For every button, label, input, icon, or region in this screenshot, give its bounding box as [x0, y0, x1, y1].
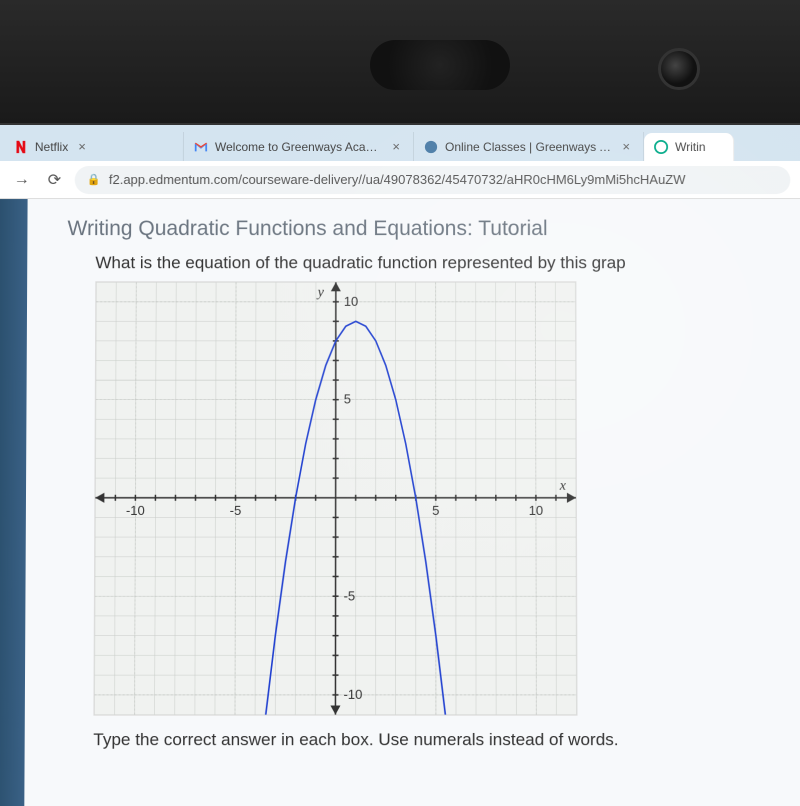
instruction-text: Type the correct answer in each box. Use…: [45, 730, 800, 750]
tab-label: Welcome to Greenways Acaden: [215, 139, 382, 153]
address-bar: → ⟳ 🔒 f2.app.edmentum.com/courseware-del…: [0, 161, 800, 199]
forward-icon[interactable]: →: [10, 166, 34, 192]
tab-strip: Netflix × Welcome to Greenways Acaden × …: [0, 125, 800, 161]
tab-label: Online Classes | Greenways Aca: [445, 139, 612, 153]
svg-text:-5: -5: [230, 503, 242, 518]
svg-text:-10: -10: [343, 687, 362, 702]
svg-text:x: x: [559, 479, 567, 494]
edmentum-icon: [654, 140, 668, 154]
site-icon: [424, 139, 438, 153]
svg-text:5: 5: [432, 503, 439, 518]
graph-container: -10 -5 5 10 -10 -5 5 10 x y: [93, 281, 577, 715]
tab-gmail[interactable]: Welcome to Greenways Acaden ×: [184, 132, 414, 161]
tab-netflix[interactable]: Netflix ×: [4, 132, 184, 161]
svg-text:-5: -5: [344, 588, 356, 603]
close-icon[interactable]: ×: [75, 139, 89, 154]
page-content: Writing Quadratic Functions and Equation…: [0, 199, 800, 806]
webcam-region: [370, 40, 510, 90]
url-input[interactable]: 🔒 f2.app.edmentum.com/courseware-deliver…: [75, 165, 790, 193]
tab-label: Netflix: [35, 139, 68, 153]
quadratic-graph: -10 -5 5 10 -10 -5 5 10 x y: [94, 282, 576, 714]
tab-label: Writin: [675, 140, 706, 154]
svg-text:-10: -10: [126, 503, 145, 518]
svg-text:y: y: [316, 285, 325, 300]
tab-greenways[interactable]: Online Classes | Greenways Aca ×: [414, 132, 644, 161]
svg-text:10: 10: [344, 294, 358, 309]
page-title: Writing Quadratic Functions and Equation…: [47, 217, 800, 241]
netflix-icon: [14, 139, 28, 153]
lock-icon: 🔒: [87, 173, 101, 186]
webcam-lens: [658, 48, 700, 90]
gmail-icon: [194, 139, 208, 153]
url-text: f2.app.edmentum.com/courseware-delivery/…: [109, 172, 686, 187]
reload-icon[interactable]: ⟳: [44, 165, 66, 193]
browser-window: Netflix × Welcome to Greenways Acaden × …: [0, 125, 800, 806]
laptop-bezel: [0, 0, 800, 125]
sidebar-strip: [0, 199, 28, 806]
svg-text:5: 5: [344, 392, 351, 407]
tab-edmentum[interactable]: Writin: [644, 133, 734, 161]
question-text: What is the equation of the quadratic fu…: [47, 253, 800, 273]
svg-text:10: 10: [529, 503, 543, 518]
close-icon[interactable]: ×: [619, 139, 633, 154]
close-icon[interactable]: ×: [389, 139, 403, 154]
